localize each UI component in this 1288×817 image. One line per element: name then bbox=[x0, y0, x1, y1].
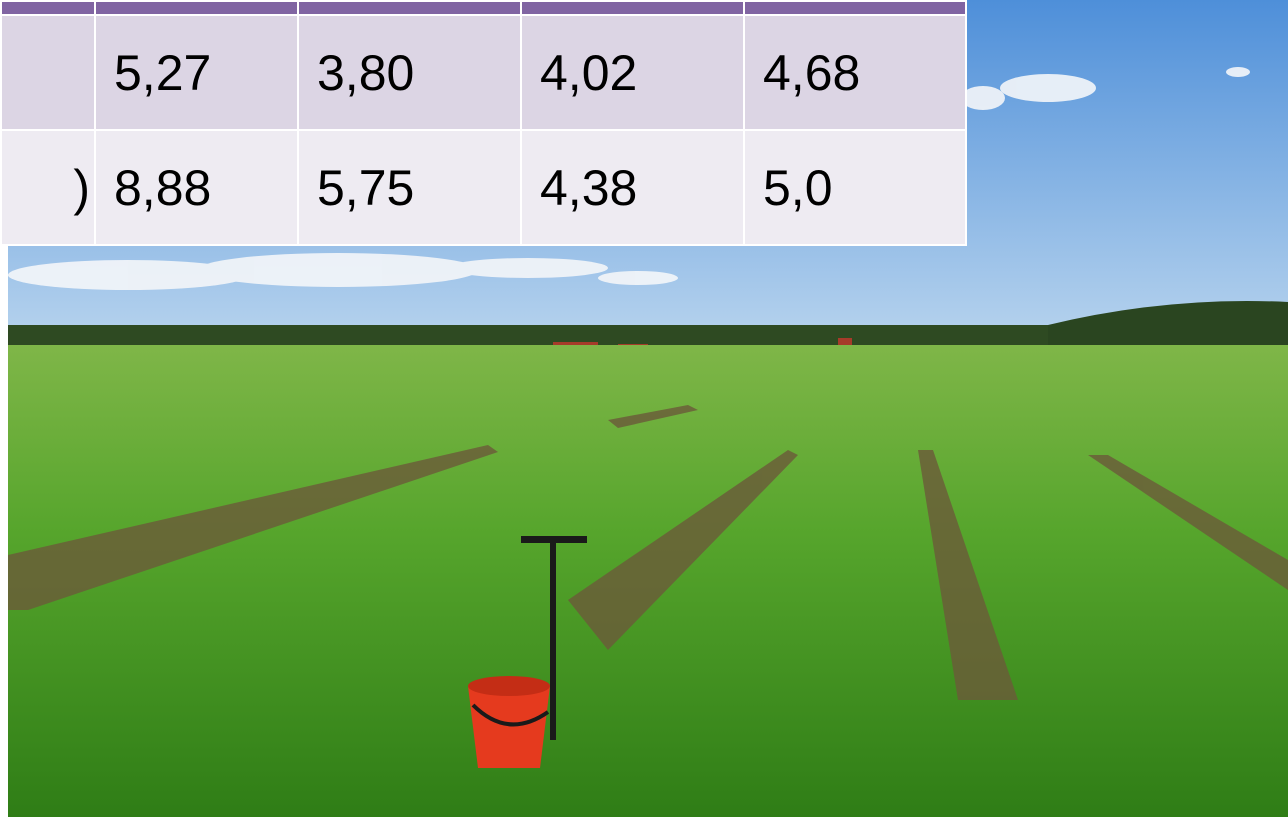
table-cell: 3,80 bbox=[297, 14, 522, 131]
data-table: 5,27 3,80 4,02 4,68 ) 8,88 5,75 4,38 5,0 bbox=[0, 0, 967, 246]
header-cell bbox=[297, 0, 522, 16]
table-cell: 4,68 bbox=[743, 14, 967, 131]
table-cell: 5,27 bbox=[94, 14, 299, 131]
soil-auger bbox=[521, 536, 587, 740]
table-cell: 4,02 bbox=[520, 14, 745, 131]
header-cell bbox=[94, 0, 299, 16]
header-cell bbox=[0, 0, 96, 16]
table-cell: 4,38 bbox=[520, 129, 745, 246]
table-cell: 5,75 bbox=[297, 129, 522, 246]
table-row: 5,27 3,80 4,02 4,68 bbox=[0, 14, 967, 131]
table-cell: 8,88 bbox=[94, 129, 299, 246]
header-cell bbox=[520, 0, 745, 16]
table-cell: 5,0 bbox=[743, 129, 967, 246]
clouds bbox=[8, 67, 1250, 290]
table-row: ) 8,88 5,75 4,38 5,0 bbox=[0, 129, 967, 246]
row-label bbox=[0, 14, 96, 131]
treeline bbox=[8, 325, 1288, 347]
row-label: ) bbox=[0, 129, 96, 246]
header-cell bbox=[743, 0, 967, 16]
table-header-row bbox=[0, 0, 967, 16]
soil-furrows bbox=[8, 405, 1288, 700]
red-bucket bbox=[468, 676, 550, 768]
